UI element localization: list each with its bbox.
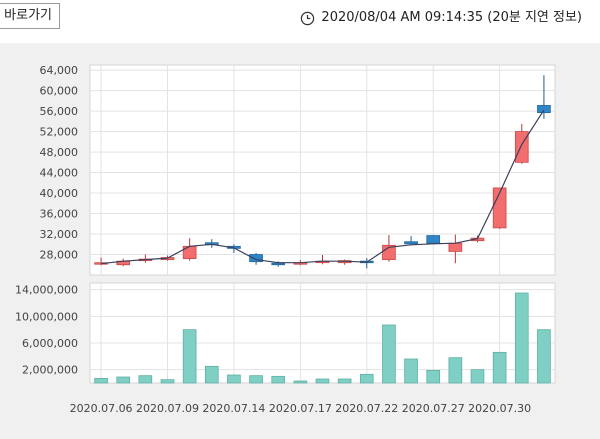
price-line [101,109,545,265]
candle-body [426,235,441,244]
candle-body [249,254,263,263]
volume-bar [315,378,330,384]
volume-bar [359,373,374,384]
timestamp-text: 2020/08/04 AM 09:14:35 (20분 지연 정보) [321,10,582,25]
volume-bar [537,329,551,384]
volume-y-tick-label: 2,000,000 [22,364,78,377]
price-y-tick-label: 36,000 [40,208,79,221]
x-tick-label: 2020.07.06 [70,402,133,415]
clock-icon [301,11,315,25]
volume-bar [448,357,463,384]
candle-body [514,131,529,163]
volume-bar [426,369,441,384]
price-y-tick-label: 52,000 [40,126,79,139]
volume-bar [116,376,131,384]
price-y-tick-label: 64,000 [40,64,79,77]
volume-bar [514,292,529,384]
x-tick-label: 2020.07.27 [402,402,465,415]
price-y-tick-label: 48,000 [40,146,79,159]
x-tick-label: 2020.07.30 [468,402,531,415]
stock-chart: 64,000 60,000 56,000 52,000 48,000 44,000 40,0… [15,64,556,415]
price-y-tick-label: 32,000 [40,228,79,241]
volume-bar [249,375,263,384]
price-y-tick-label: 44,000 [40,167,79,180]
volume-bar [293,380,308,384]
candle-body [537,105,551,114]
volume-bar [271,375,286,384]
x-tick-label: 2020.07.22 [335,402,398,415]
candle-body [404,241,418,245]
volume-bar [94,377,108,384]
volume-bar [227,374,241,384]
volume-bar [382,324,396,384]
volume-bar [204,365,219,384]
volume-bar [182,329,197,384]
volume-bar [138,375,153,384]
candle-body [448,242,463,252]
x-tick-label: 2020.07.17 [269,402,332,415]
chart-panel: 64,000 60,000 56,000 52,000 48,000 44,000 40,0… [0,43,600,439]
volume-bar [492,351,507,384]
volume-y-tick-label: 6,000,000 [22,337,78,350]
timestamp: 2020/08/04 AM 09:14:35 (20분 지연 정보) [300,8,582,28]
volume-plot-area [89,282,556,384]
candle-body [492,187,507,229]
volume-bar [470,369,485,384]
x-tick-label: 2020.07.09 [136,402,199,415]
candle-body [271,262,286,266]
volume-y-tick-label: 10,000,000 [15,310,78,323]
volume-y-tick-label: 14,000,000 [15,284,78,297]
shortcut-button[interactable]: 바로가기 [0,3,60,29]
price-plot-area [89,64,556,276]
volume-bar [160,379,175,384]
volume-bar [404,358,418,384]
x-tick-label: 2020.07.14 [202,402,265,415]
price-y-tick-label: 60,000 [40,85,79,98]
price-y-tick-label: 56,000 [40,105,79,118]
volume-bar [337,378,352,384]
price-y-tick-label: 40,000 [40,187,79,200]
price-y-tick-label: 28,000 [40,249,79,262]
